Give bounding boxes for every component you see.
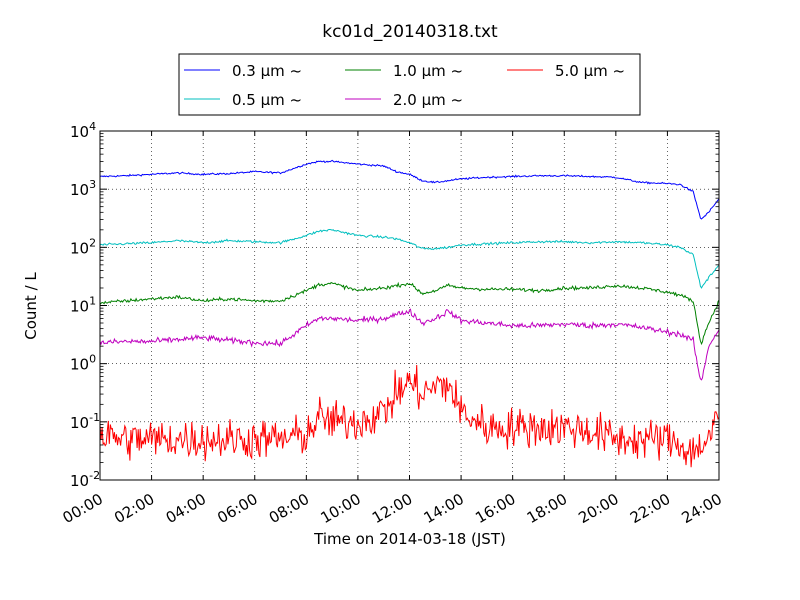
series-line-1 (99, 159, 720, 220)
series-line-5 (99, 364, 720, 468)
x-axis-label: Time on 2014-03-18 (JST) (313, 530, 506, 548)
y-axis-label: Count / L (22, 272, 40, 340)
legend-label: 2.0 μm ~ (393, 91, 463, 109)
legend-items: 0.3 μm ~ 0.5 μm ~ 1.0 μm ~ 2.0 μm ~ 5.0 μm ~ (184, 62, 625, 109)
series-line-4 (99, 308, 720, 381)
legend-label: 0.5 μm ~ (232, 91, 302, 109)
legend-label: 0.3 μm ~ (232, 62, 302, 80)
series-line-2 (99, 229, 720, 289)
series-line-3 (99, 281, 720, 346)
legend-label: 5.0 μm ~ (555, 62, 625, 80)
chart-title: kc01d_20140318.txt (322, 22, 498, 42)
legend-label: 1.0 μm ~ (393, 62, 463, 80)
series-lines (99, 159, 720, 468)
legend: 0.3 μm ~ 0.5 μm ~ 1.0 μm ~ 2.0 μm ~ 5.0 μm ~ (178, 53, 641, 116)
legend-box (178, 53, 641, 116)
